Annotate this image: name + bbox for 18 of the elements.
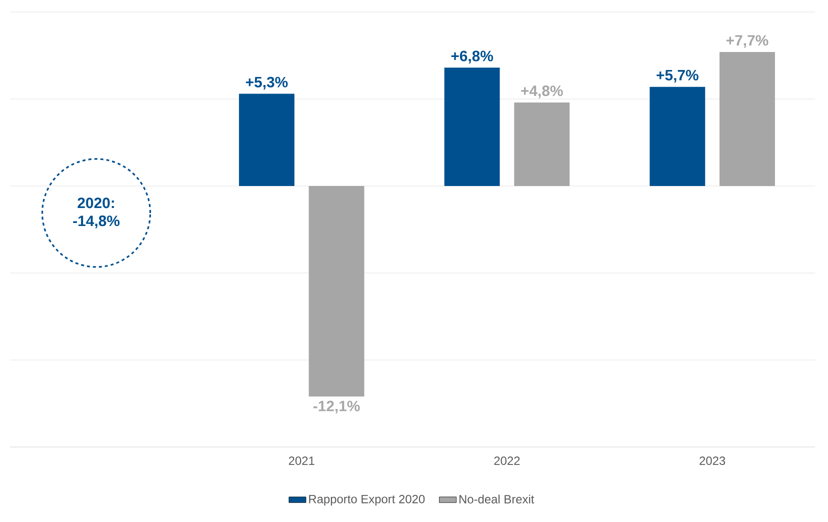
bar [514, 102, 570, 186]
legend-label: No-deal Brexit [459, 494, 534, 504]
x-tick-label: 2022 [494, 456, 520, 465]
bar [650, 86, 706, 186]
x-tick-label: 2021 [288, 456, 314, 465]
bar [720, 52, 775, 186]
data-label: +5,3% [246, 76, 288, 90]
data-label: +5,7% [656, 70, 698, 83]
annotation: 2020: -14,8% [73, 198, 120, 228]
bar [308, 186, 364, 397]
data-label: +6,8% [451, 50, 494, 64]
data-label: +7,7% [726, 35, 768, 48]
data-label: +4,8% [521, 86, 563, 98]
bar [238, 94, 294, 186]
bar [444, 68, 500, 186]
data-label: -12,1% [313, 400, 360, 414]
x-tick-label: 2023 [700, 456, 726, 465]
legend-label: Rapporto Export 2020 [309, 494, 425, 506]
